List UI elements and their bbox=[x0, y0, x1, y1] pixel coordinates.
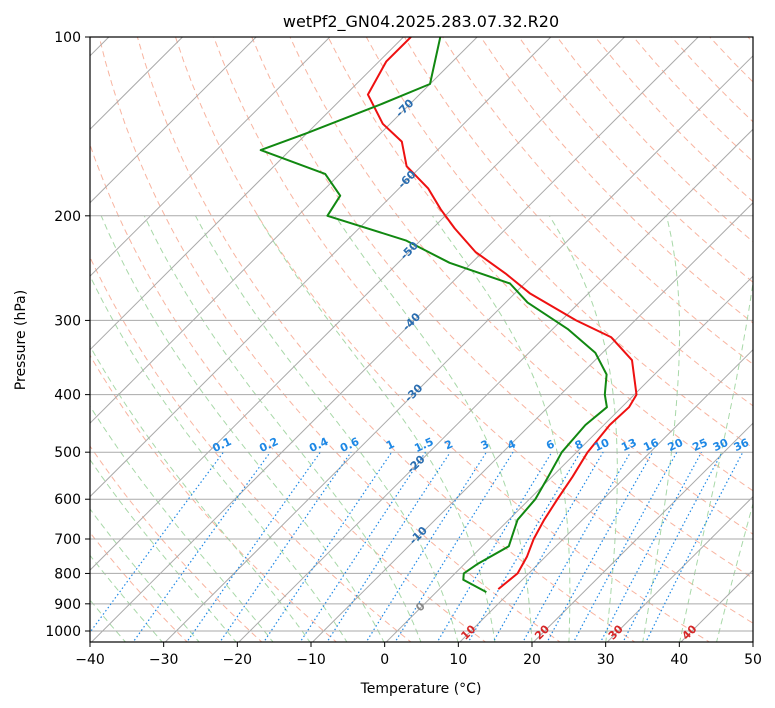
moist-adiabat bbox=[334, 215, 533, 642]
mixing-ratio-line bbox=[186, 451, 321, 642]
mixing-ratio-label: 20 bbox=[666, 436, 686, 454]
mixing-ratio-lines bbox=[90, 451, 744, 642]
y-tick-label: 500 bbox=[54, 445, 81, 461]
mixing-ratio-label: 25 bbox=[690, 436, 709, 454]
mixing-ratio-line bbox=[436, 451, 553, 642]
isotherms bbox=[90, 37, 753, 642]
moist-adiabat bbox=[431, 215, 571, 642]
isotherm-line bbox=[385, 275, 753, 642]
mixing-ratio-label: 13 bbox=[619, 436, 638, 454]
isotherm-line bbox=[606, 495, 753, 642]
isotherm-line bbox=[238, 128, 753, 642]
y-tick-label: 400 bbox=[54, 388, 81, 404]
mixing-ratio-line bbox=[546, 451, 654, 642]
x-axis-ticks: −40 −30 −20 −10 0 10 20 30 40 50 bbox=[75, 642, 762, 668]
isotherm-line bbox=[532, 422, 753, 642]
y-tick-label: 100 bbox=[54, 30, 81, 46]
mixing-ratio-line bbox=[299, 451, 426, 642]
mixing-ratio-line bbox=[132, 451, 271, 642]
dewpoint-profile-line bbox=[259, 37, 608, 593]
x-tick-label: 0 bbox=[380, 652, 389, 668]
mixing-ratio-label: 36 bbox=[732, 436, 752, 454]
x-tick-label: 30 bbox=[597, 652, 615, 668]
isotherm-line bbox=[90, 37, 552, 498]
temperature-profile-line bbox=[366, 37, 638, 590]
plot-frame bbox=[89, 36, 754, 643]
y-tick-label: 300 bbox=[54, 313, 81, 329]
mixing-ratio-label: 10 bbox=[592, 436, 612, 454]
moist-adiabat bbox=[195, 215, 459, 642]
mixing-ratio-line bbox=[326, 451, 451, 642]
x-tick-label: −10 bbox=[296, 652, 326, 668]
chart-title: wetPf2_GN04.2025.283.07.32.R20 bbox=[283, 12, 559, 32]
sounding-profiles bbox=[259, 37, 638, 593]
dry-adiabat bbox=[90, 256, 412, 642]
dry-adiabat bbox=[90, 445, 263, 642]
moist-adiabat bbox=[100, 215, 385, 642]
mixing-ratio-line bbox=[365, 451, 487, 642]
y-tick-label: 900 bbox=[54, 597, 81, 613]
x-tick-label: −30 bbox=[149, 652, 179, 668]
mixing-ratio-label: 30 bbox=[711, 436, 731, 454]
x-tick-label: 10 bbox=[449, 652, 467, 668]
y-tick-label: 200 bbox=[54, 209, 81, 225]
x-tick-label: −20 bbox=[223, 652, 253, 668]
mixing-ratio-line bbox=[600, 451, 703, 642]
y-tick-label: 1000 bbox=[45, 624, 81, 640]
y-tick-label: 700 bbox=[54, 532, 81, 548]
isotherm-line bbox=[90, 37, 257, 204]
x-tick-label: −40 bbox=[75, 652, 105, 668]
mixing-ratio-line bbox=[90, 451, 224, 634]
x-tick-label: 40 bbox=[670, 652, 688, 668]
mixing-ratio-line bbox=[219, 451, 352, 642]
dry-adiabat bbox=[98, 37, 561, 642]
mixing-ratio-label: 16 bbox=[641, 436, 661, 454]
mixing-ratio-line bbox=[572, 451, 678, 642]
y-tick-label: 600 bbox=[54, 492, 81, 508]
moist-adiabat bbox=[642, 215, 681, 642]
moist-adiabat bbox=[90, 345, 311, 642]
isotherm-line bbox=[90, 37, 331, 277]
isotherm-line bbox=[90, 37, 404, 351]
isotherm-line bbox=[90, 37, 478, 424]
moist-adiabat bbox=[143, 215, 422, 642]
mixing-ratio-line bbox=[263, 451, 393, 642]
dry-adiabat bbox=[90, 354, 338, 642]
moist-adiabat bbox=[90, 405, 274, 642]
dry-adiabat bbox=[136, 37, 636, 642]
x-tick-label: 20 bbox=[523, 652, 541, 668]
isotherm-line bbox=[90, 37, 699, 642]
x-axis-title: Temperature (°C) bbox=[360, 681, 482, 697]
dry-adiabat bbox=[213, 37, 753, 624]
x-tick-label: 50 bbox=[744, 652, 762, 668]
dry-adiabat bbox=[289, 37, 753, 535]
dry-adiabat bbox=[251, 37, 753, 579]
y-axis-title: Pressure (hPa) bbox=[13, 290, 29, 390]
moist-adiabat bbox=[548, 215, 618, 642]
y-axis-ticks: 1000 900 800 700 600 500 400 300 200 100 bbox=[45, 30, 90, 640]
dry-adiabat bbox=[327, 37, 753, 492]
y-tick-label: 800 bbox=[54, 566, 81, 582]
isotherm-line bbox=[164, 55, 753, 642]
dry-adiabat bbox=[175, 37, 711, 642]
isotherm-line bbox=[459, 348, 753, 642]
isotherm-line bbox=[90, 37, 625, 571]
moist-adiabat bbox=[90, 458, 237, 642]
